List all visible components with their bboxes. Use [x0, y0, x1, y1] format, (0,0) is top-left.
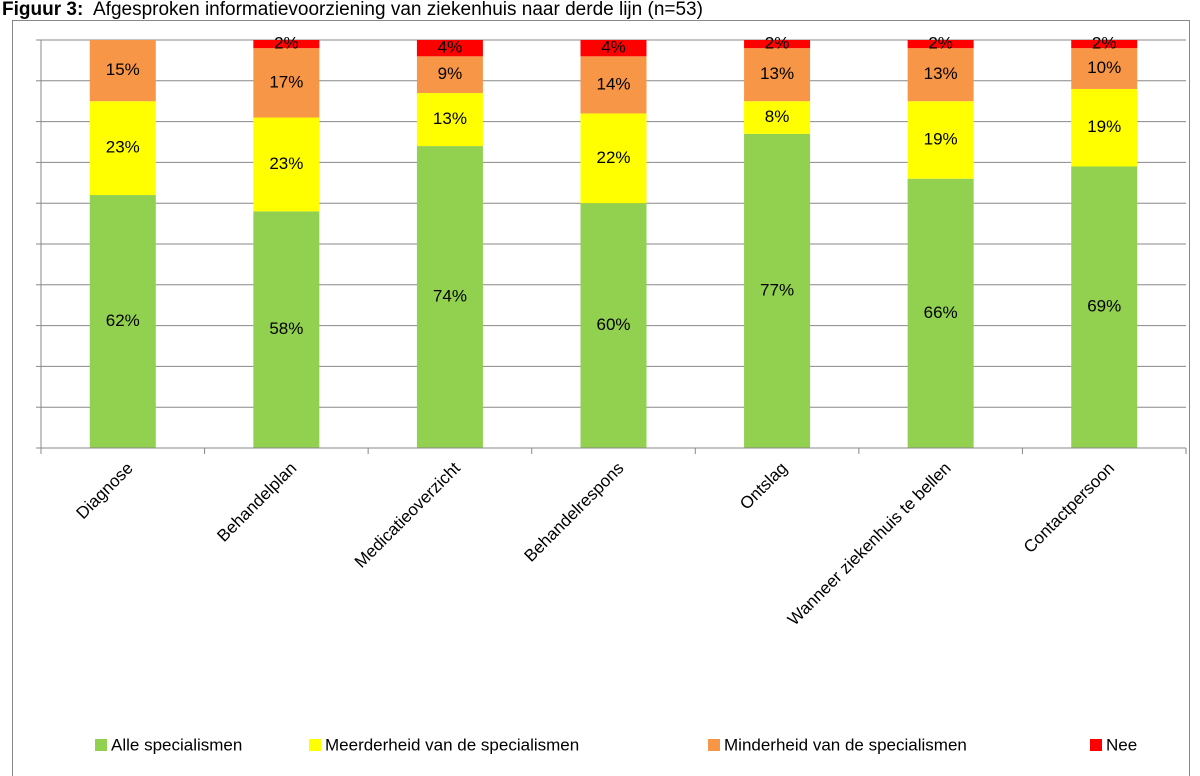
- bar-segment: [89, 40, 156, 102]
- data-label: 13%: [433, 109, 467, 128]
- data-label: 19%: [924, 129, 958, 148]
- bar-segment: [744, 48, 811, 102]
- bar-segment: [1071, 166, 1138, 449]
- bar-segment: [1071, 40, 1138, 49]
- figure-label: Figuur 3:: [2, 0, 83, 20]
- bar-segment: [744, 101, 811, 134]
- bar-segment: [89, 195, 156, 448]
- bar-segment: [416, 146, 483, 448]
- data-label: 14%: [596, 74, 630, 93]
- bar-segment: [907, 48, 974, 102]
- data-label: 13%: [760, 64, 794, 83]
- data-label: 2%: [765, 34, 790, 53]
- bar-segment: [744, 133, 811, 448]
- bar-segment: [416, 56, 483, 94]
- data-label: 22%: [596, 148, 630, 167]
- data-label: 17%: [269, 72, 303, 91]
- bar-segment: [416, 40, 483, 57]
- bar-segment: [416, 93, 483, 147]
- data-label: 66%: [924, 303, 958, 322]
- legend-label: Alle specialismen: [111, 735, 242, 754]
- data-label: 8%: [765, 107, 790, 126]
- bar-segment: [89, 101, 156, 196]
- legend-swatch: [309, 739, 321, 751]
- bar-segment: [907, 40, 974, 49]
- bar-segment: [1071, 88, 1138, 167]
- data-label: 62%: [106, 311, 140, 330]
- data-label: 4%: [601, 38, 626, 57]
- bar-segment: [253, 211, 320, 448]
- legend-label: Nee: [1106, 735, 1137, 754]
- chart-title: Afgesproken informatievoorziening van zi…: [93, 0, 703, 20]
- legend-swatch: [708, 739, 720, 751]
- bar-segment: [744, 40, 811, 49]
- data-label: 60%: [596, 315, 630, 334]
- bar-segment: [253, 117, 320, 212]
- bar-segment: [580, 203, 647, 448]
- legend-label: Meerderheid van de specialismen: [325, 735, 579, 754]
- legend-swatch: [95, 739, 107, 751]
- data-label: 77%: [760, 280, 794, 299]
- data-label: 74%: [433, 287, 467, 306]
- bar-segment: [1071, 48, 1138, 89]
- data-label: 69%: [1087, 297, 1121, 316]
- data-label: 2%: [1092, 34, 1117, 53]
- bar-segment: [580, 40, 647, 57]
- data-label: 58%: [269, 319, 303, 338]
- data-label: 4%: [438, 38, 463, 57]
- legend-label: Minderheid van de specialismen: [724, 735, 967, 754]
- bar-segment: [580, 113, 647, 204]
- data-label: 2%: [928, 34, 953, 53]
- bar-segment: [907, 101, 974, 179]
- data-label: 15%: [106, 60, 140, 79]
- bar-segment: [907, 178, 974, 448]
- legend-swatch: [1090, 739, 1102, 751]
- bar-segment: [253, 40, 320, 49]
- data-label: 10%: [1087, 58, 1121, 77]
- data-label: 19%: [1087, 117, 1121, 136]
- data-label: 2%: [274, 34, 299, 53]
- bar-segment: [253, 48, 320, 118]
- data-label: 9%: [438, 64, 463, 83]
- data-label: 23%: [269, 154, 303, 173]
- bar-segment: [580, 56, 647, 114]
- data-label: 23%: [106, 138, 140, 157]
- data-label: 13%: [924, 64, 958, 83]
